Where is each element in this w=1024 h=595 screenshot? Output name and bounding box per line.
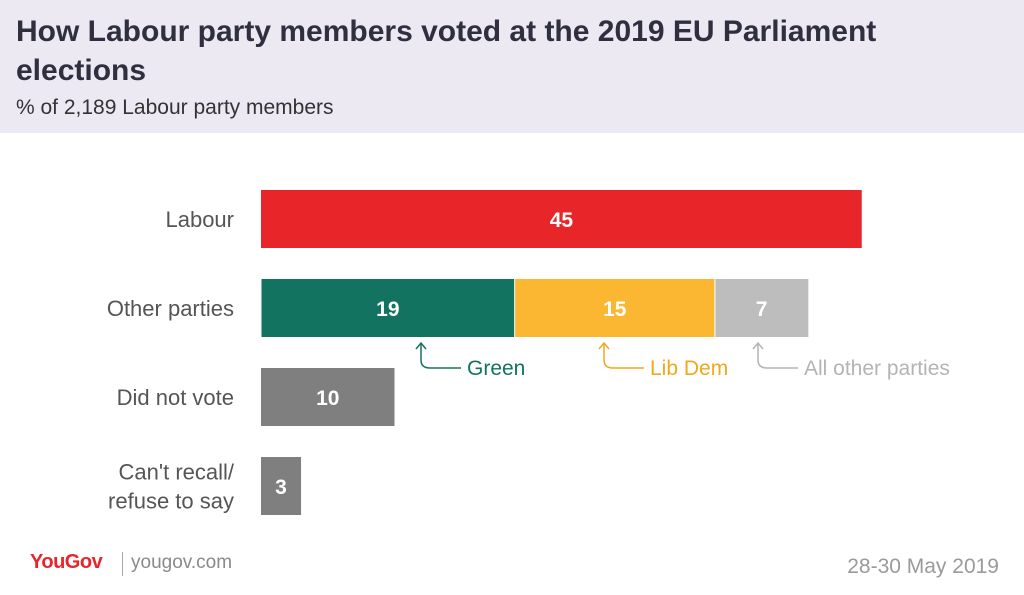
- header-banner: How Labour party members voted at the 20…: [0, 0, 1024, 133]
- footer-date: 28-30 May 2019: [847, 555, 999, 578]
- annotation-arrow: [603, 343, 644, 369]
- data-label: 10: [316, 387, 339, 410]
- data-label: 45: [550, 209, 574, 232]
- category-label: Did not vote: [117, 385, 234, 410]
- category-label: Other parties: [107, 296, 234, 321]
- annotation-label: All other parties: [804, 357, 950, 380]
- annotation-arrow: [420, 343, 461, 369]
- annotation-arrowhead: [415, 341, 427, 350]
- bar-segment: [261, 190, 862, 248]
- bar-segment: [514, 279, 715, 337]
- bar-segment: [714, 279, 809, 337]
- category-label: Can't recall/: [119, 460, 235, 485]
- annotation-arrow: [757, 343, 798, 369]
- footer-url: yougov.com: [131, 552, 233, 573]
- category-label: Labour: [165, 207, 234, 232]
- yougov-logo: YouGov: [30, 551, 103, 573]
- annotation-label: Lib Dem: [650, 357, 728, 380]
- annotation-arrowhead: [752, 341, 764, 350]
- data-label: 19: [376, 298, 399, 321]
- footer-divider: [122, 552, 123, 576]
- annotation-arrowhead: [598, 341, 610, 350]
- bar-segment: [261, 279, 515, 337]
- bar-segment: [261, 457, 302, 515]
- bar-segment: [261, 368, 395, 426]
- data-label: 3: [275, 476, 287, 499]
- chart-subtitle: % of 2,189 Labour party members: [16, 96, 334, 119]
- chart-title: How Labour party members voted at the 20…: [16, 15, 877, 87]
- annotation-label: Green: [467, 357, 525, 380]
- data-label: 7: [756, 298, 768, 321]
- category-label: refuse to say: [108, 489, 234, 514]
- data-label: 15: [603, 298, 627, 321]
